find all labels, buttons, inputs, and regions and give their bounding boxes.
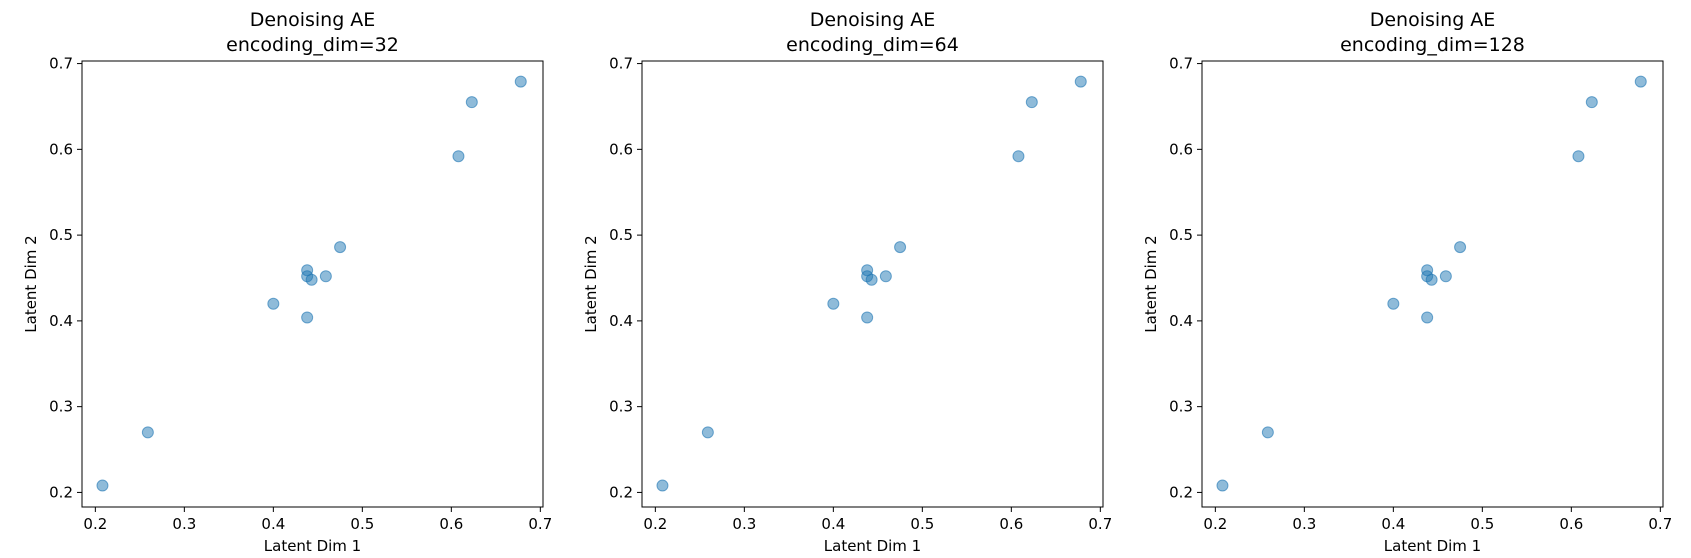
plot-area-frame bbox=[81, 60, 544, 508]
x-tick-label: 0.5 bbox=[350, 515, 374, 533]
x-tick-label: 0.4 bbox=[1381, 515, 1405, 533]
plot-area-frame bbox=[641, 60, 1104, 508]
y-tick-label: 0.6 bbox=[49, 140, 73, 158]
scatter-point bbox=[879, 270, 892, 283]
x-axis-label: Latent Dim 1 bbox=[264, 537, 361, 555]
y-axis-label: Latent Dim 2 bbox=[582, 235, 600, 332]
x-tick-label: 0.2 bbox=[83, 515, 107, 533]
scatter-point bbox=[861, 311, 874, 324]
scatter-point bbox=[334, 241, 347, 254]
x-tick-label: 0.2 bbox=[1203, 515, 1227, 533]
chart-title: Denoising AE bbox=[250, 9, 376, 31]
x-axis-label: Latent Dim 1 bbox=[824, 537, 921, 555]
scatter-point bbox=[865, 273, 878, 286]
scatter-point bbox=[96, 479, 109, 492]
subplot-encoding-dim-64: Denoising AE encoding_dim=64 0.2 0.3 0.4 0.5 0… bbox=[582, 9, 1112, 555]
scatter-point bbox=[1012, 150, 1025, 163]
scatter-point bbox=[827, 297, 840, 310]
scatter-point bbox=[701, 426, 714, 439]
chart-title: Denoising AE bbox=[810, 9, 936, 31]
scatter-point bbox=[1572, 150, 1585, 163]
y-tick-label: 0.4 bbox=[1169, 312, 1193, 330]
x-axis-label: Latent Dim 1 bbox=[1384, 537, 1481, 555]
scatter-point bbox=[267, 297, 280, 310]
y-tick-label: 0.3 bbox=[1169, 398, 1193, 416]
y-axis-label: Latent Dim 2 bbox=[1142, 235, 1160, 332]
y-tick-label: 0.2 bbox=[1169, 483, 1193, 501]
scatter-point bbox=[1634, 75, 1647, 88]
x-tick-label: 0.3 bbox=[1292, 515, 1316, 533]
y-tick-label: 0.2 bbox=[609, 483, 633, 501]
scatter-point bbox=[1439, 270, 1452, 283]
subplot-encoding-dim-32: Denoising AE encoding_dim=32 0.2 0.3 0.4 0.5 0… bbox=[22, 9, 552, 555]
y-tick-label: 0.6 bbox=[609, 140, 633, 158]
x-tick-label: 0.2 bbox=[643, 515, 667, 533]
x-tick-label: 0.6 bbox=[439, 515, 463, 533]
y-tick-label: 0.7 bbox=[49, 55, 73, 73]
scatter-point bbox=[319, 270, 332, 283]
scatter-point bbox=[141, 426, 154, 439]
scatter-point bbox=[452, 150, 465, 163]
x-tick-label: 0.3 bbox=[732, 515, 756, 533]
chart-subtitle: encoding_dim=32 bbox=[226, 34, 399, 56]
y-tick-label: 0.5 bbox=[609, 226, 633, 244]
y-tick-label: 0.6 bbox=[1169, 140, 1193, 158]
scatter-point bbox=[656, 479, 669, 492]
chart-subtitle: encoding_dim=128 bbox=[1340, 34, 1525, 56]
y-tick-label: 0.5 bbox=[49, 226, 73, 244]
scatter-point bbox=[1387, 297, 1400, 310]
y-tick-label: 0.4 bbox=[49, 312, 73, 330]
x-tick-label: 0.6 bbox=[999, 515, 1023, 533]
x-tick-label: 0.7 bbox=[528, 515, 552, 533]
x-tick-label: 0.4 bbox=[261, 515, 285, 533]
scatter-point bbox=[1425, 273, 1438, 286]
x-tick-label: 0.7 bbox=[1088, 515, 1112, 533]
x-tick-label: 0.3 bbox=[172, 515, 196, 533]
y-tick-label: 0.5 bbox=[1169, 226, 1193, 244]
chart-subtitle: encoding_dim=64 bbox=[786, 34, 959, 56]
scatter-point bbox=[1421, 311, 1434, 324]
scatter-point bbox=[1261, 426, 1274, 439]
scatter-point bbox=[301, 311, 314, 324]
scatter-point bbox=[1454, 241, 1467, 254]
y-tick-label: 0.7 bbox=[609, 55, 633, 73]
x-tick-label: 0.5 bbox=[1470, 515, 1494, 533]
scatter-point bbox=[305, 273, 318, 286]
y-tick-label: 0.4 bbox=[609, 312, 633, 330]
scatter-point bbox=[465, 96, 478, 109]
y-tick-label: 0.7 bbox=[1169, 55, 1193, 73]
scatter-point bbox=[1074, 75, 1087, 88]
scatter-point bbox=[514, 75, 527, 88]
x-tick-label: 0.5 bbox=[910, 515, 934, 533]
scatter-point bbox=[1585, 96, 1598, 109]
x-tick-label: 0.6 bbox=[1559, 515, 1583, 533]
chart-title: Denoising AE bbox=[1370, 9, 1496, 31]
scatter-point bbox=[894, 241, 907, 254]
scatter-point bbox=[1216, 479, 1229, 492]
y-tick-label: 0.2 bbox=[49, 483, 73, 501]
subplot-encoding-dim-128: Denoising AE encoding_dim=128 0.2 0.3 0.4 0.5… bbox=[1142, 9, 1672, 555]
scatter-point bbox=[1025, 96, 1038, 109]
x-tick-label: 0.7 bbox=[1648, 515, 1672, 533]
y-tick-label: 0.3 bbox=[49, 398, 73, 416]
plot-area-frame bbox=[1201, 60, 1664, 508]
y-tick-label: 0.3 bbox=[609, 398, 633, 416]
x-tick-label: 0.4 bbox=[821, 515, 845, 533]
y-axis-label: Latent Dim 2 bbox=[22, 235, 40, 332]
